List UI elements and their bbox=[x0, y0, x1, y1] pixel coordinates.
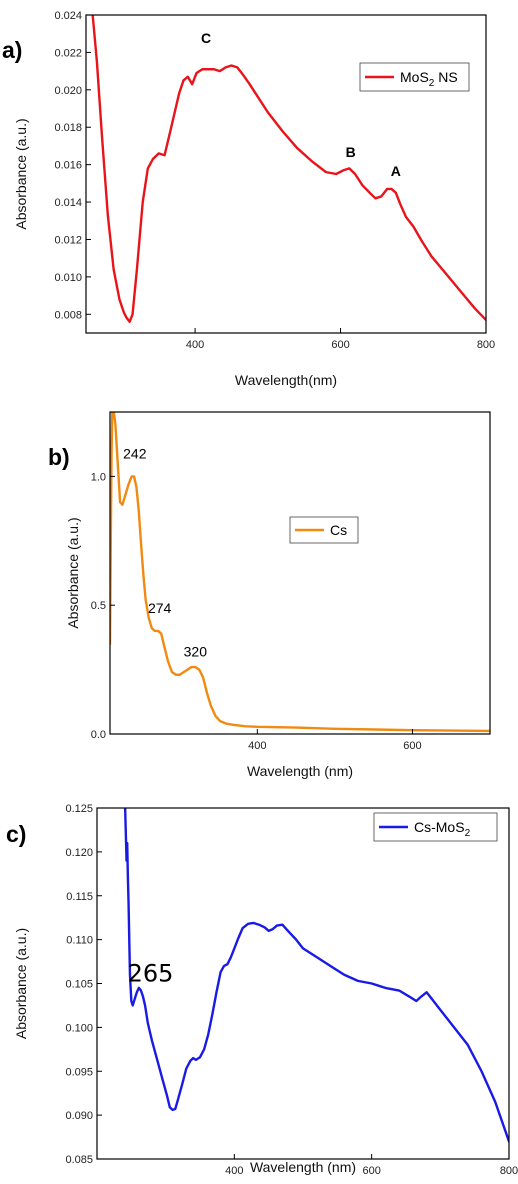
legend-label-subscript: 2 bbox=[465, 828, 471, 839]
x-axis-label: Wavelength (nm) bbox=[247, 763, 353, 779]
panel-label: a) bbox=[2, 37, 22, 63]
y-tick-label: 0.0 bbox=[91, 729, 106, 741]
y-tick-label: 0.110 bbox=[66, 935, 93, 947]
y-tick-label: 0.105 bbox=[65, 979, 93, 991]
x-tick-label: 600 bbox=[403, 740, 421, 752]
legend-label: MoS2 NS bbox=[400, 69, 458, 89]
x-tick-label: 800 bbox=[477, 339, 495, 351]
chart-b-absorbance-cs: 400 600 0.0 0.5 1.0 Wavelength (nm) Absorbance… bbox=[48, 411, 491, 779]
legend-label-text: MoS bbox=[400, 69, 429, 85]
plot-frame bbox=[85, 14, 487, 334]
y-tick-label: 0.016 bbox=[54, 160, 82, 172]
x-tick-label: 600 bbox=[331, 339, 349, 351]
panel-label: b) bbox=[48, 444, 70, 470]
legend-label-text: Cs bbox=[330, 522, 347, 538]
peak-annotation: 242 bbox=[123, 445, 147, 461]
y-axis-label: Absorbance (a.u.) bbox=[65, 517, 81, 628]
legend-label-subscript: 2 bbox=[429, 78, 435, 89]
y-tick-label: 0.010 bbox=[54, 272, 82, 284]
y-tick-label: 0.5 bbox=[91, 600, 106, 612]
peak-annotation: 320 bbox=[184, 644, 208, 660]
y-tick-label: 0.022 bbox=[54, 47, 82, 59]
y-axis-label: Absorbance (a.u.) bbox=[13, 928, 29, 1039]
y-tick-label: 0.018 bbox=[54, 122, 82, 134]
y-tick-label: 0.090 bbox=[65, 1110, 93, 1122]
x-tick-label: 400 bbox=[248, 740, 266, 752]
y-tick-label: 0.024 bbox=[54, 10, 82, 22]
peak-annotation: C bbox=[201, 30, 211, 46]
legend-label: Cs-MoS2 bbox=[414, 819, 471, 839]
x-tick-label: 400 bbox=[225, 1165, 243, 1177]
y-tick-label: 0.085 bbox=[65, 1154, 93, 1166]
x-tick-label: 800 bbox=[500, 1165, 518, 1177]
chart-c-absorbance-cs-mos2: 400 600 800 0.085 0.090 0.095 0.100 0.105 0.110 0… bbox=[6, 803, 518, 1177]
y-tick-label: 0.100 bbox=[65, 1022, 93, 1034]
y-tick-label: 0.125 bbox=[65, 803, 93, 815]
y-tick-label: 0.095 bbox=[65, 1066, 93, 1078]
y-tick-label: 1.0 bbox=[91, 471, 106, 483]
plot-frame bbox=[109, 411, 491, 735]
x-tick-label: 600 bbox=[362, 1165, 380, 1177]
peak-annotation: 265 bbox=[128, 960, 174, 988]
x-axis-label: Wavelength(nm) bbox=[235, 372, 337, 388]
panel-label: c) bbox=[6, 821, 26, 847]
peak-annotation: B bbox=[346, 144, 356, 160]
y-tick-label: 0.020 bbox=[54, 85, 82, 97]
peak-annotation: 274 bbox=[148, 600, 172, 616]
x-axis-label: Wavelength (nm) bbox=[250, 1159, 356, 1175]
y-tick-label: 0.014 bbox=[54, 197, 82, 209]
y-axis-label: Absorbance (a.u.) bbox=[13, 118, 29, 229]
peak-annotation: A bbox=[391, 163, 401, 179]
y-tick-label: 0.012 bbox=[54, 234, 82, 246]
legend-label-suffix: NS bbox=[434, 69, 457, 85]
y-tick-label: 0.120 bbox=[65, 847, 93, 859]
series-line-3-0 bbox=[123, 808, 509, 1143]
series-line-2-0 bbox=[110, 412, 490, 733]
series-line-1-0 bbox=[91, 15, 486, 323]
y-tick-label: 0.008 bbox=[54, 309, 82, 321]
legend-label-text: Cs-MoS bbox=[414, 819, 465, 835]
y-tick-label: 0.115 bbox=[66, 891, 93, 903]
chart-a-absorbance-mos2: 400 600 800 0.008 0.010 0.012 0.014 0.016 0.018 0… bbox=[2, 10, 495, 388]
x-tick-label: 400 bbox=[186, 339, 204, 351]
legend-label: Cs bbox=[330, 522, 347, 538]
